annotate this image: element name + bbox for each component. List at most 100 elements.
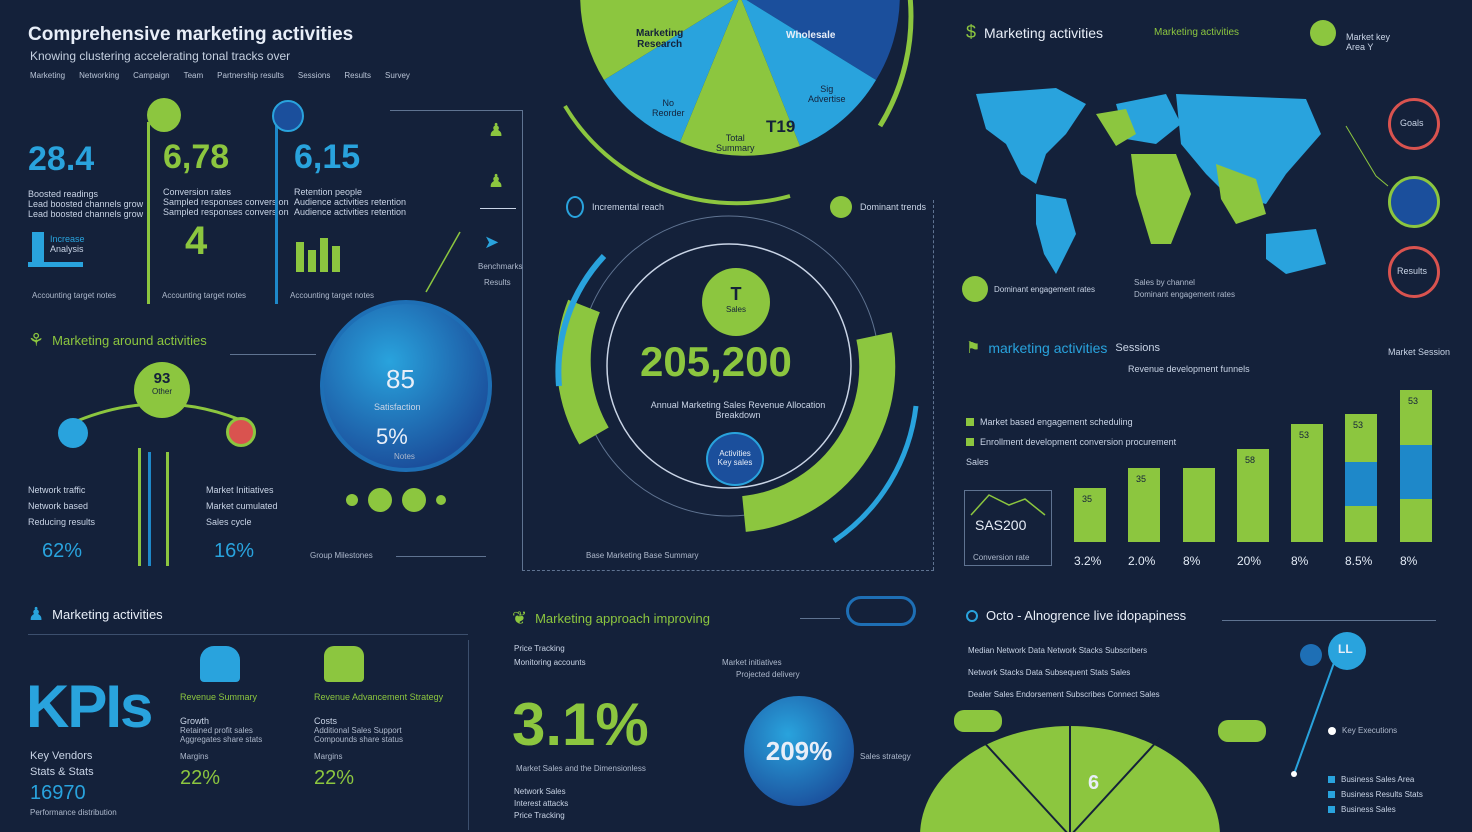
donut-desc: Annual Marketing Sales Revenue Allocatio… xyxy=(650,400,826,420)
bar-overlay xyxy=(1400,445,1432,499)
circle-foot: Notes xyxy=(394,452,415,461)
divider-blue xyxy=(275,122,278,304)
legend-item: Sales by channel xyxy=(1134,278,1195,287)
connector xyxy=(396,556,486,557)
kpi-value: 6,78 xyxy=(163,138,230,176)
node[interactable] xyxy=(1300,644,1322,666)
map-title: $ Marketing activities xyxy=(966,22,1104,42)
tag-item[interactable]: Campaign xyxy=(133,71,170,80)
bar-top-label: 35 xyxy=(1136,474,1147,484)
map-subtitle: Marketing activities xyxy=(1154,27,1240,38)
kpi-desc: Audience activities retention xyxy=(294,197,407,207)
row-note: Accounting target notes xyxy=(162,291,247,300)
person-icon: ♟ xyxy=(488,171,505,191)
node[interactable] xyxy=(402,488,426,512)
tag-item[interactable]: Results xyxy=(344,71,372,80)
inner-top: T xyxy=(730,284,742,304)
badge-results[interactable] xyxy=(1388,246,1440,298)
donut-value: 205,200 xyxy=(640,338,792,385)
map-legend: Dominant engagement rates xyxy=(962,276,1095,302)
bottom-mid-rows-2: Network Sales Interest attacks Price Tra… xyxy=(514,787,569,820)
pie-slice-label: No xyxy=(662,98,675,108)
world-map xyxy=(976,88,1326,274)
pointer-line xyxy=(425,231,461,293)
tag-item[interactable]: Networking xyxy=(79,71,120,80)
pin-icon xyxy=(147,98,181,132)
glasses-icon xyxy=(846,596,916,626)
tag-item[interactable]: Marketing xyxy=(30,71,66,80)
satisfaction-circle xyxy=(320,300,492,472)
bulb-icon xyxy=(966,609,978,622)
side-label: Benchmarks xyxy=(478,262,523,271)
divider xyxy=(480,208,516,209)
brain-icon: ⚘ xyxy=(28,330,45,350)
pie-slice-sub: Reorder xyxy=(652,108,685,118)
frame-line xyxy=(522,570,934,571)
stem xyxy=(148,452,151,566)
gauge-value: 6 xyxy=(1088,772,1100,794)
node-blue[interactable] xyxy=(58,418,88,448)
center-donut xyxy=(555,215,919,544)
person-icon: ♟ xyxy=(28,604,45,624)
pct-right: 16% xyxy=(214,540,255,562)
percent-circle-label: Sales strategy xyxy=(860,752,911,761)
pct-left: 62% xyxy=(42,540,83,562)
line-caption: Conversion rate xyxy=(973,553,1030,562)
node[interactable] xyxy=(346,494,358,506)
bar-top-label: 35 xyxy=(1082,494,1093,504)
donut-inner-badge xyxy=(702,268,770,336)
kpi-desc: Lead boosted channels grow xyxy=(28,209,144,219)
icon-sub: Analysis xyxy=(50,244,84,254)
divider xyxy=(28,634,468,635)
kpi-num: 16970 xyxy=(30,782,86,804)
bar-category-label: 8% xyxy=(1291,554,1309,568)
line-box: SAS200 Conversion rate xyxy=(964,490,1052,566)
badge-goals[interactable] xyxy=(1388,98,1440,150)
bar[interactable] xyxy=(1128,468,1160,542)
top-note: Market Session xyxy=(1388,347,1451,357)
bottom-right-title: Octo - Alnogrence live idopapiness xyxy=(966,608,1186,623)
tag-item[interactable]: Survey xyxy=(385,71,410,80)
frame-line xyxy=(522,110,523,570)
pie-slice-label: Total xyxy=(725,133,745,143)
stem xyxy=(166,452,169,566)
inner-sub: Sales xyxy=(725,305,746,314)
header-tags: Marketing Networking Campaign Team Partn… xyxy=(30,71,410,80)
tag-item[interactable]: Partnership results xyxy=(217,71,284,80)
kpi-top-3: 6,15 Retention people Audience activitie… xyxy=(294,138,406,217)
bar-chart-icon xyxy=(296,236,340,272)
bottom-mid-note: Projected delivery xyxy=(736,670,800,679)
badge-label: Goals xyxy=(1400,118,1424,128)
node[interactable] xyxy=(436,495,446,505)
bar[interactable] xyxy=(1291,424,1323,542)
pie-slice-label: Sig xyxy=(820,84,834,94)
footer-note: Group Milestones xyxy=(310,551,373,560)
analysis-icon-block: Increase Analysis xyxy=(28,232,118,272)
bar[interactable] xyxy=(1237,449,1269,542)
info-icon xyxy=(566,196,584,218)
leaf-icon xyxy=(830,196,852,218)
bar-category-labels: 3.2% 2.0% 8% 20% 8% 8.5% 8% xyxy=(1070,554,1450,570)
badge-ll-label: LL xyxy=(1338,642,1353,656)
person-icon xyxy=(1310,20,1336,46)
pie-label: T19 xyxy=(766,117,796,136)
kpi-desc: Sampled responses conversion xyxy=(163,207,289,217)
arrow-icon: ➤ xyxy=(484,232,500,252)
bar[interactable] xyxy=(1074,488,1106,542)
kpi-top-1: 28.4 Boosted readings Lead boosted chann… xyxy=(28,140,143,219)
tag-item[interactable]: Sessions xyxy=(297,71,331,80)
tag-item[interactable]: Team xyxy=(183,71,204,80)
pie-label: Sig Advertise xyxy=(808,84,846,104)
badge-connectors xyxy=(1345,125,1389,187)
node[interactable] xyxy=(368,488,392,512)
bottom-col-1: Revenue Summary Growth Retained profit s… xyxy=(180,646,300,790)
badge-growth[interactable] xyxy=(1388,176,1440,228)
dollar-icon: $ xyxy=(966,22,977,42)
bar[interactable] xyxy=(1183,468,1215,542)
frame-line xyxy=(933,200,934,570)
node-red[interactable] xyxy=(226,417,256,447)
donut-header-left: Incremental reach xyxy=(566,196,664,218)
bottom-right-rows: Median Network Data Network Stacks Subsc… xyxy=(968,646,1160,699)
bottom-mid-caption: Market Sales and the Dimensionless xyxy=(516,764,646,773)
divider xyxy=(468,640,469,830)
